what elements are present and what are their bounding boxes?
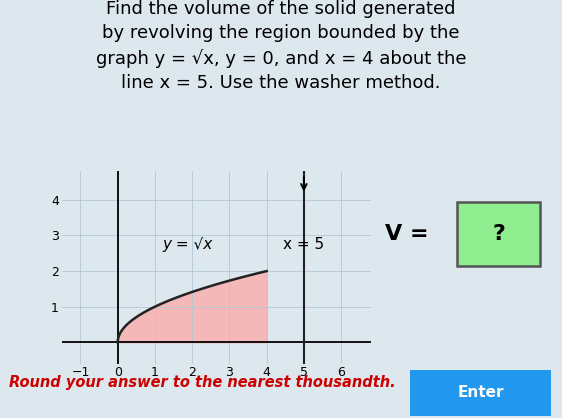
Text: Round your answer to the nearest thousandth.: Round your answer to the nearest thousan… — [9, 375, 396, 390]
Text: Find the volume of the solid generated
by revolving the region bounded by the
gr: Find the volume of the solid generated b… — [96, 0, 466, 92]
Text: y = √x: y = √x — [162, 237, 212, 252]
Text: x = 5: x = 5 — [283, 237, 324, 252]
Text: ?: ? — [492, 224, 505, 244]
FancyBboxPatch shape — [457, 202, 540, 266]
Text: V =: V = — [385, 224, 436, 244]
Text: Enter: Enter — [457, 385, 504, 400]
